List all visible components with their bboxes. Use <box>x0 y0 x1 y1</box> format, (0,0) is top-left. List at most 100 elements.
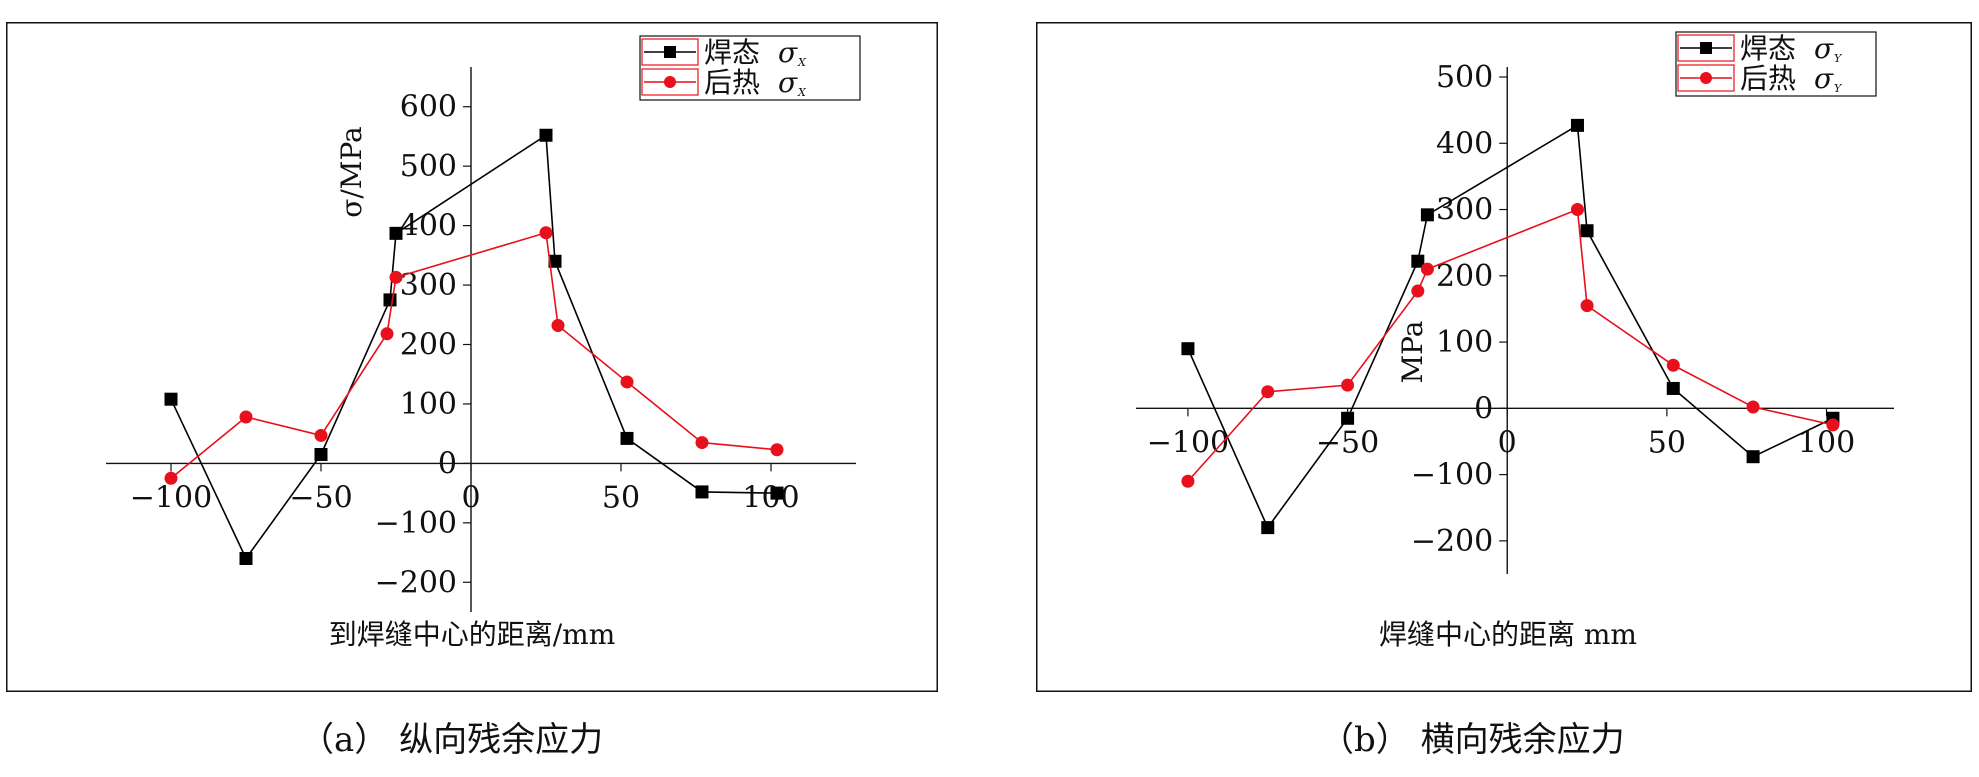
chart-a-legend-subscript: X <box>797 86 807 99</box>
chart-b-series-2-point <box>1570 203 1584 217</box>
chart-b-y-tick-label: 100 <box>1436 325 1493 360</box>
chart-b-series-1-point <box>1570 118 1584 132</box>
chart-a-series-1-point <box>770 486 784 500</box>
chart-a-series-1-point <box>695 485 709 499</box>
chart-a-x-tick-label: −100 <box>130 480 212 515</box>
chart-b-series-2-point <box>1341 378 1355 392</box>
chart-b-series-2-point <box>1420 262 1434 276</box>
chart-b-series-2-point <box>1411 284 1425 298</box>
chart-b-x-tick-label: 50 <box>1648 425 1686 460</box>
chart-panel-b: −100 −50 0 50 100 −200 −100 0 100 200 300 400 500 焊缝中… <box>1036 22 1972 692</box>
chart-a-legend-subscript: X <box>797 56 807 69</box>
chart-a-y-tick-label: 600 <box>400 90 457 125</box>
chart-a-x-tick-label: −50 <box>289 480 352 515</box>
chart-a-series-2-point <box>551 318 565 332</box>
chart-a-series-2-point <box>620 375 634 389</box>
chart-b-y-axis-label: MPa <box>1396 321 1429 384</box>
chart-b-series-1-point <box>1181 342 1195 356</box>
chart-a-y-tick-label: 500 <box>400 149 457 184</box>
chart-b-frame <box>1036 22 1972 692</box>
chart-b-series-2-point <box>1666 358 1680 372</box>
chart-b-y-tick-label: −100 <box>1411 458 1493 493</box>
chart-a-legend-swatch-frame <box>641 38 699 66</box>
chart-b-legend-sigma: σ <box>1814 62 1834 95</box>
chart-b-y-tick-label: 400 <box>1436 126 1493 161</box>
chart-a-legend-sigma: σ <box>778 36 798 69</box>
chart-a-x-axis-label: 到焊缝中心的距离/mm <box>329 618 616 651</box>
chart-a-x-tick-label: 50 <box>602 480 640 515</box>
caption-b: （b） 横向残余应力 <box>1320 720 1625 760</box>
chart-a-x-tick-label: 0 <box>461 480 480 515</box>
chart-b-legend-subscript: Y <box>1834 52 1843 65</box>
chart-b-x-axis-label: 焊缝中心的距离 mm <box>1379 618 1637 651</box>
chart-b-svg: −100 −50 0 50 100−200−1000100200300400500焊缝中… <box>1036 22 1972 692</box>
chart-b-legend-marker <box>1700 72 1712 84</box>
chart-b-x-tick-label: −50 <box>1316 425 1379 460</box>
chart-a-series-1-point <box>548 254 562 268</box>
chart-b-series-1-point <box>1261 521 1275 535</box>
chart-a-y-tick-label: −100 <box>375 506 457 541</box>
chart-b-series-1-point <box>1420 208 1434 222</box>
chart-a-series-1-point <box>620 431 634 445</box>
chart-a-series-2-point <box>389 270 403 284</box>
chart-a-y-tick-label: 200 <box>400 328 457 363</box>
chart-a-series-1-point <box>389 226 403 240</box>
chart-a-series-2-point <box>539 226 553 240</box>
chart-b-y-tick-label: 300 <box>1436 193 1493 228</box>
chart-a-series-2-point <box>380 327 394 341</box>
chart-a-series-1-line <box>170 133 778 561</box>
chart-a-y-tick-label: 100 <box>400 387 457 422</box>
chart-b-legend-sigma: σ <box>1814 32 1834 65</box>
chart-b-legend-label: 后热 <box>1740 62 1796 95</box>
chart-b-x-tick-label: −100 <box>1147 425 1229 460</box>
chart-b-series-1-line <box>1187 124 1834 530</box>
chart-a-y-axis-label: σ/MPa <box>335 126 368 218</box>
chart-a-legend-marker <box>664 76 676 88</box>
chart-b-legend-marker <box>1700 42 1712 54</box>
chart-a-legend-marker <box>664 46 676 58</box>
chart-a-legend-sigma: σ <box>778 66 798 99</box>
caption-a: （a） 纵向残余应力 <box>300 720 604 760</box>
chart-a-y-tick-label: 0 <box>438 446 457 481</box>
chart-a-series-2-point <box>314 428 328 442</box>
chart-b-series-2-point <box>1181 474 1195 488</box>
chart-a-series-2-point <box>770 443 784 457</box>
chart-b-y-tick-label: 500 <box>1436 60 1493 95</box>
chart-a-series-2-point <box>164 471 178 485</box>
chart-b-series-2-point <box>1826 418 1840 432</box>
chart-b-legend-label: 焊态 <box>1740 32 1796 65</box>
chart-a-series-2-line <box>170 231 778 479</box>
chart-b-legend-swatch-frame <box>1677 34 1735 62</box>
chart-b-series-2-point <box>1580 299 1594 313</box>
chart-a-legend-label: 焊态 <box>704 36 760 69</box>
chart-a-legend-label: 后热 <box>704 66 760 99</box>
chart-b-series-2-point <box>1746 400 1760 414</box>
chart-b-series-1-point <box>1746 450 1760 464</box>
chart-b-y-tick-label: −200 <box>1411 524 1493 559</box>
chart-a-y-tick-label: 400 <box>400 209 457 244</box>
chart-a-y-tick-label: −200 <box>375 565 457 600</box>
chart-b-x-tick-label: 0 <box>1498 425 1517 460</box>
chart-b-legend-swatch-frame <box>1677 64 1735 92</box>
chart-a-series-2-point <box>695 436 709 450</box>
chart-a-frame <box>6 22 938 692</box>
chart-b-series-1-point <box>1666 381 1680 395</box>
chart-a-series-2-point <box>239 410 253 424</box>
chart-a-svg: −100−50050100−200−1000100200300400500600… <box>6 22 938 692</box>
chart-b-series-1-point <box>1580 224 1594 238</box>
chart-a-series-1-point <box>539 128 553 142</box>
chart-a-series-1-point <box>314 447 328 461</box>
chart-panel-a: −100−50050100−200−1000100200300400500600… <box>6 22 938 692</box>
chart-a-series-1-point <box>164 392 178 406</box>
chart-a-legend-box <box>639 35 861 101</box>
chart-b-legend-subscript: Y <box>1834 82 1843 95</box>
chart-b-series-1-point <box>1341 411 1355 425</box>
chart-b-series-1-point <box>1411 254 1425 268</box>
chart-b-series-2-point <box>1261 385 1275 399</box>
chart-b-series-2-line <box>1187 208 1834 482</box>
chart-a-legend-swatch-frame <box>641 68 699 96</box>
chart-b-y-tick-label: 200 <box>1436 259 1493 294</box>
chart-a-series-1-point <box>239 552 253 565</box>
chart-b-y-tick-label: 0 <box>1474 391 1493 426</box>
chart-a-series-1-point <box>383 293 397 307</box>
